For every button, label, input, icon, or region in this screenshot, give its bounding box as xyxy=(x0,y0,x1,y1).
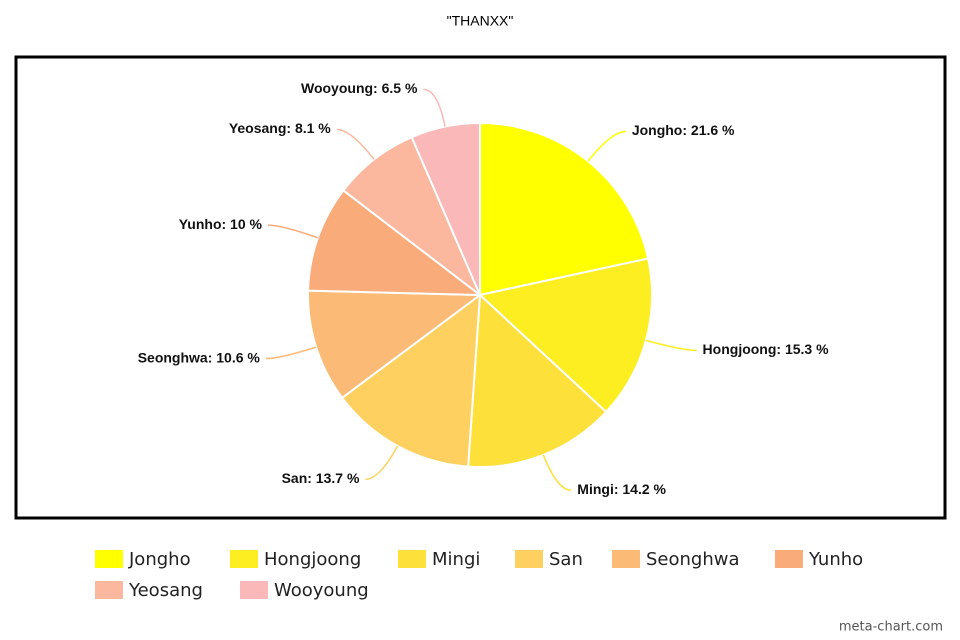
watermark: meta-chart.com xyxy=(839,620,943,635)
pie-slice xyxy=(410,121,481,296)
legend-label: Yeosang xyxy=(128,580,203,601)
chart-title: "THANXX" xyxy=(447,13,514,29)
legend-label: Wooyoung xyxy=(274,580,369,601)
legend-label: Jongho xyxy=(128,549,191,570)
leader-line xyxy=(587,130,626,162)
legend-label: Yunho xyxy=(808,549,863,570)
data-label: San: 13.7 % xyxy=(282,470,360,486)
legend-swatch xyxy=(240,581,268,599)
pie-slice xyxy=(479,121,650,297)
leader-line xyxy=(365,445,399,481)
data-label: Seonghwa: 10.6 % xyxy=(138,349,261,365)
leader-line xyxy=(267,224,319,239)
legend-label: San xyxy=(549,549,583,570)
leader-line xyxy=(265,346,317,360)
legend-label: Hongjoong xyxy=(264,549,361,570)
legend-swatch xyxy=(398,550,426,568)
legend-swatch xyxy=(95,581,123,599)
leader-line xyxy=(645,339,697,352)
data-label: Mingi: 14.2 % xyxy=(577,481,666,497)
legend-swatch xyxy=(612,550,640,568)
pie-slice xyxy=(477,257,653,414)
data-label: Wooyoung: 6.5 % xyxy=(301,80,418,96)
legend-swatch xyxy=(95,550,123,568)
pie-slice xyxy=(467,292,608,468)
pie-slice xyxy=(307,289,483,400)
data-label: Yeosang: 8.1 % xyxy=(229,120,331,136)
legend-swatch xyxy=(775,550,803,568)
legend-swatch xyxy=(230,550,258,568)
legend-swatch xyxy=(515,550,543,568)
legend-label: Seonghwa xyxy=(646,549,740,570)
plot-frame xyxy=(14,55,947,520)
data-label: Yunho: 10 % xyxy=(179,216,263,232)
leader-line xyxy=(542,454,572,492)
legend-label: Mingi xyxy=(432,549,480,570)
data-label: Jongho: 21.6 % xyxy=(632,122,735,138)
leader-line xyxy=(423,88,446,127)
pie-slice xyxy=(342,135,483,299)
leader-line xyxy=(336,128,375,160)
data-label: Hongjoong: 15.3 % xyxy=(703,341,830,357)
